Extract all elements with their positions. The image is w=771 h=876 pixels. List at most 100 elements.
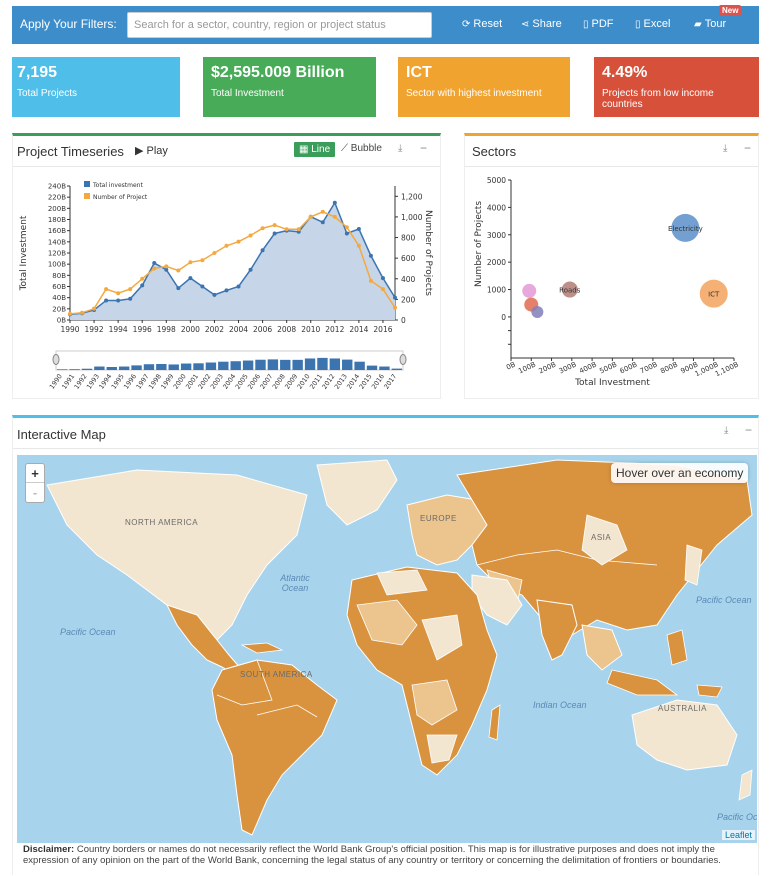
hover-info: Hover over an economy [611,463,749,483]
download-icon[interactable]: ⤓ [398,143,403,154]
projects-point [80,310,85,315]
play-label: Play [146,145,168,157]
line-label: Line [311,144,331,155]
sectors-title: Sectors [472,144,517,159]
bubble-label: Bubble [350,143,382,154]
north-america-shape[interactable] [46,469,308,641]
map-svg [46,459,753,836]
map-label-europe: EUROPE [420,514,457,523]
bubble-button[interactable]: ⟋ Bubble [341,143,382,154]
brush-bar [69,369,80,370]
nz-shape[interactable] [738,769,753,801]
tour-button[interactable]: ▰ Tour [694,18,726,30]
projects-point [236,239,241,244]
share-icon: ⋖ [521,19,530,30]
south-america-shape[interactable] [211,659,338,836]
greenland-shape[interactable] [316,459,398,526]
y-tick-label: 1000 [487,286,506,295]
card-label: Total Investment [211,88,284,99]
png-shape[interactable] [696,684,723,698]
africa-shape[interactable] [346,566,498,776]
divider [13,166,440,167]
caribbean-shape[interactable] [240,642,284,654]
investment-line [69,201,396,316]
timeseries-title: Project Timeseries [17,144,124,159]
australia-shape[interactable] [631,699,738,771]
zoom-in-button[interactable]: + [26,464,44,483]
brush-bar [57,369,68,370]
download-icon[interactable]: ⤓ [724,425,729,436]
y2-tick-label: 0 [401,316,406,325]
projects-point [68,311,72,316]
x-tick-label: 2004 [229,325,248,334]
japan-shape[interactable] [684,544,703,586]
excel-label: Excel [643,18,671,30]
brush-bar [106,367,117,370]
x-tick-label: 2014 [349,325,368,334]
card-value: 4.49% [602,64,648,81]
europe-shape[interactable] [406,494,488,566]
book-icon: ▰ [694,19,702,30]
investment-point [260,248,265,253]
x-tick-label: 2016 [373,325,392,334]
projects-point [260,226,265,231]
map-label-australia: AUSTRALIA [658,704,707,713]
brush-bar [156,364,167,370]
projects-point [176,268,181,273]
area-chart-icon: ▦ [299,144,312,155]
reset-button[interactable]: ⟳ Reset [462,18,502,30]
brush-bar [168,364,179,370]
y-tick-label: 3000 [487,231,506,240]
search-input[interactable] [127,12,432,38]
x-tick-label: 200B [538,360,558,375]
y-tick-label: 120B [48,250,66,258]
india-shape[interactable] [536,599,578,661]
world-map[interactable] [17,455,757,843]
y2-tick-label: 400 [401,275,416,284]
minimize-icon[interactable]: − [420,141,428,155]
brush-bar [218,361,229,370]
minimize-icon[interactable]: − [744,141,752,155]
map-label-asia: ASIA [591,533,612,542]
investment-point [200,284,205,289]
sectors-chart: 0 1000 2000 3000 4000 5000 0B 100B 200B 300B 400B 5… [474,176,740,388]
map-label-south-america: SOUTH AMERICA [240,670,313,679]
map-label-north-america: NORTH AMERICA [125,518,199,527]
minimize-icon[interactable]: − [745,423,753,437]
madagascar-shape[interactable] [488,704,501,741]
excel-button[interactable]: ▯ Excel [635,18,670,30]
projects-point [92,306,97,311]
projects-point [332,214,337,219]
sector-bubble-label: Electricity [668,225,703,233]
card-low-income: 4.49% Projects from low income countries [594,57,759,117]
map-label-atlantic: Atlantic Ocean [280,573,310,593]
brush-bar [143,364,155,370]
download-icon[interactable]: ⤓ [723,143,728,154]
y2-tick-label: 200 [401,295,416,304]
filter-label: Apply Your Filters: [20,17,117,31]
sectors-panel: Sectors ⤓ − [464,133,759,399]
line-button[interactable]: ▦ Line [294,142,336,157]
brush-bar [317,357,328,370]
leaflet-attribution[interactable]: Leaflet [722,830,756,840]
brush-bar [391,368,402,370]
play-button[interactable]: ▶ Play [135,144,168,157]
projects-point [248,233,253,238]
investment-point [116,298,121,303]
zoom-out-button[interactable]: - [32,485,38,500]
sector-bubble [699,279,728,308]
investment-point [248,267,253,272]
projects-point [212,251,217,255]
x-tick-label: 2006 [253,325,272,334]
x-tick-label: 2008 [277,325,296,334]
legend-label-projects: Number of Project [93,194,148,201]
se-asia-shape[interactable] [581,624,623,671]
y-tick-label: 0B [57,317,66,325]
brush-bar [205,362,217,370]
x-tick-label: 700B [639,360,659,375]
pdf-button[interactable]: ▯ PDF [583,18,614,30]
brush-bar [292,359,303,370]
share-button[interactable]: ⋖ Share [521,18,562,30]
projects-point [344,225,349,230]
disclaimer: Disclaimer: Country borders or names do … [23,844,758,866]
